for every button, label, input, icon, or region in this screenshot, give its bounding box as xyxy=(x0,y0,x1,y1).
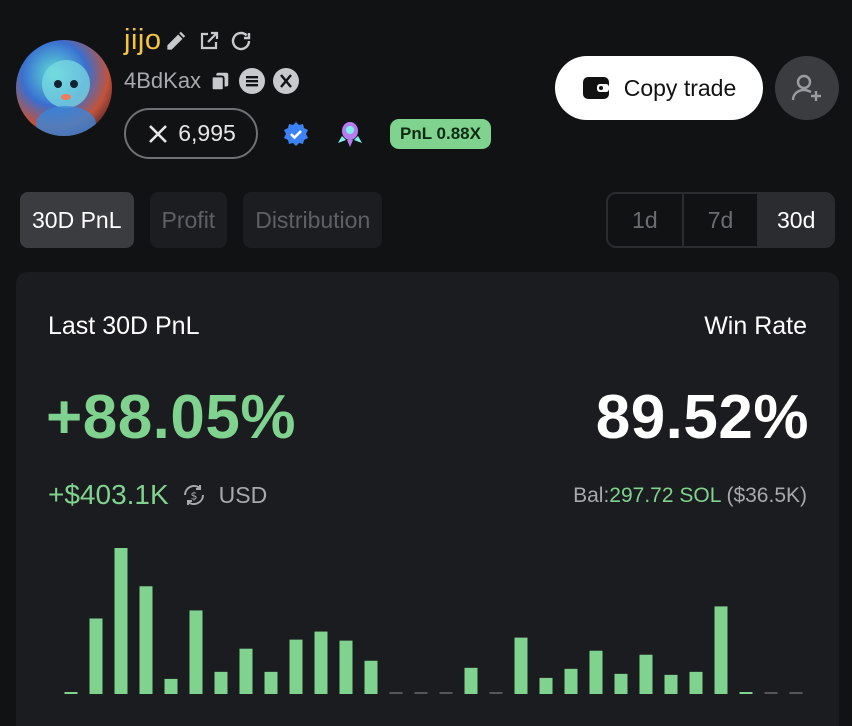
solscan-icon[interactable] xyxy=(239,68,266,94)
pnl-bar-empty xyxy=(789,692,803,694)
range-1d[interactable]: 1d xyxy=(608,194,684,246)
currency-unit[interactable]: USD xyxy=(218,481,268,508)
pnl-bar-empty xyxy=(764,692,778,694)
x-logo-icon xyxy=(149,124,168,143)
pnl-multiplier-badge: PnL 0.88X xyxy=(390,118,491,149)
balance-prefix: Bal: xyxy=(573,484,610,507)
pnl-bar xyxy=(464,667,478,694)
range-7d[interactable]: 7d xyxy=(684,194,760,246)
win-rate-value: 89.52% xyxy=(595,383,809,452)
pnl-bar xyxy=(339,640,353,694)
pnl-bar xyxy=(514,637,528,694)
pnl-bar-empty xyxy=(389,692,403,694)
avatar[interactable] xyxy=(16,40,112,136)
pnl-usd-value: +$403.1K xyxy=(48,479,169,510)
pnl-bar-empty xyxy=(439,692,453,694)
copy-icon[interactable] xyxy=(209,70,231,92)
pnl-usd-row: +$403.1K $ USD xyxy=(48,479,267,511)
external-link-icon[interactable] xyxy=(197,29,221,53)
pnl-bar xyxy=(564,668,578,694)
pnl-bar xyxy=(139,586,153,694)
pnl-bar xyxy=(714,606,728,694)
pnl-label: Last 30D PnL xyxy=(48,312,200,340)
copy-trade-label: Copy trade xyxy=(623,74,737,101)
pnl-bar xyxy=(314,631,328,694)
address-row: 4BdKax xyxy=(124,68,300,94)
x-followers-count: 6,995 xyxy=(178,120,236,146)
pnl-bar xyxy=(189,610,203,694)
add-user-icon xyxy=(791,74,821,101)
pnl-bar xyxy=(89,618,103,694)
rocket-icon xyxy=(334,118,366,150)
pnl-card: Last 30D PnL Win Rate +88.05% 89.52% +$4… xyxy=(16,272,839,726)
wallet-icon xyxy=(582,77,609,99)
daily-pnl-chart xyxy=(64,548,803,694)
copy-trade-button[interactable]: Copy trade xyxy=(555,56,763,120)
badge-row: 6,995 PnL 0.88X xyxy=(124,108,491,159)
pnl-bar xyxy=(239,648,253,694)
pnl-bar xyxy=(639,654,653,694)
pnl-bar xyxy=(539,677,553,694)
pnl-percentage: +88.05% xyxy=(46,383,296,452)
x-icon[interactable] xyxy=(273,68,300,94)
tab-distribution[interactable]: Distribution xyxy=(243,192,383,248)
name-row: jijo xyxy=(124,24,253,57)
pnl-bar xyxy=(114,548,128,694)
svg-text:$: $ xyxy=(190,490,197,503)
balance: Bal:297.72 SOL ($36.5K) xyxy=(573,484,807,508)
balance-usd: ($36.5K) xyxy=(726,484,807,507)
wallet-name: jijo xyxy=(124,24,162,56)
currency-swap-icon[interactable]: $ xyxy=(181,482,207,508)
pnl-bar-empty xyxy=(414,692,428,694)
tab-30d-pnl[interactable]: 30D PnL xyxy=(20,192,134,248)
follow-button[interactable] xyxy=(775,56,839,120)
wallet-address: 4BdKax xyxy=(124,68,202,93)
pnl-bar xyxy=(739,692,753,694)
pnl-bar xyxy=(689,671,703,694)
verified-icon xyxy=(282,120,310,148)
pnl-bar-empty xyxy=(489,692,503,694)
pnl-bar xyxy=(64,692,78,694)
pnl-bar xyxy=(164,678,178,694)
pnl-bar xyxy=(364,660,378,694)
tab-profit[interactable]: Profit xyxy=(149,192,228,248)
pnl-bar xyxy=(289,639,303,694)
pnl-bar xyxy=(614,673,628,694)
range-30d[interactable]: 30d xyxy=(759,194,833,246)
refresh-icon[interactable] xyxy=(229,29,253,53)
edit-icon[interactable] xyxy=(163,28,189,54)
pnl-bar xyxy=(214,671,228,694)
pnl-bar xyxy=(264,671,278,694)
balance-sol: 297.72 SOL xyxy=(609,484,721,507)
avatar-image xyxy=(16,40,112,136)
win-rate-label: Win Rate xyxy=(704,312,807,340)
time-range-selector: 1d 7d 30d xyxy=(606,192,835,248)
pnl-bar xyxy=(589,650,603,694)
pnl-bar xyxy=(664,674,678,694)
stats-tabs: 30D PnL Profit Distribution xyxy=(20,192,383,248)
x-followers-pill[interactable]: 6,995 xyxy=(124,108,258,159)
